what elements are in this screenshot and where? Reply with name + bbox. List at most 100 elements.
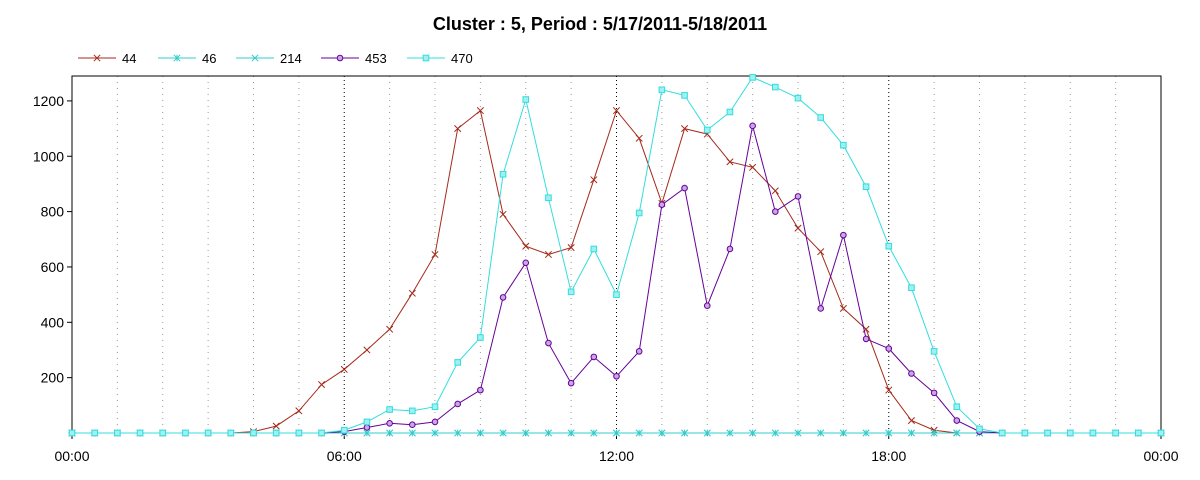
y-tick-label: 600: [41, 259, 65, 275]
data-point: [681, 92, 688, 99]
x-tick-label: 00:00: [1143, 448, 1178, 464]
legend-item-470: 470: [407, 51, 473, 66]
data-point: [862, 429, 870, 437]
data-point: [386, 420, 393, 427]
data-point: [545, 194, 552, 202]
y-tick-label: 200: [41, 370, 65, 386]
y-tick-label: 400: [41, 314, 65, 330]
data-point: [1044, 429, 1051, 437]
data-point: [840, 231, 847, 239]
data-point: [703, 126, 711, 134]
data-point: [567, 288, 575, 296]
data-point: [522, 96, 530, 103]
data-point: [363, 346, 371, 354]
x-tick-label: 06:00: [327, 448, 362, 464]
data-point: [422, 54, 430, 62]
data-point: [567, 379, 575, 387]
data-point: [431, 429, 439, 437]
data-point: [590, 176, 598, 184]
data-point: [885, 429, 893, 437]
data-point: [522, 259, 530, 267]
data-point: [68, 429, 76, 437]
chart-title: Cluster : 5, Period : 5/17/2011-5/18/201…: [433, 14, 767, 34]
data-point: [885, 345, 893, 352]
data-point: [658, 201, 666, 208]
data-point: [499, 210, 507, 218]
data-point: [1157, 429, 1165, 437]
data-point: [590, 429, 598, 437]
data-point: [1089, 429, 1097, 437]
data-point: [431, 403, 439, 411]
data-point: [182, 429, 189, 437]
legend-label: 44: [122, 51, 136, 66]
data-point: [272, 422, 280, 430]
data-point: [817, 429, 825, 437]
data-point: [590, 353, 598, 361]
data-point: [544, 250, 552, 259]
data-point: [930, 429, 938, 437]
y-tick-label: 1200: [33, 93, 64, 109]
data-point: [363, 418, 371, 426]
data-point: [476, 429, 484, 437]
data-point: [953, 403, 961, 411]
data-point: [862, 335, 870, 343]
data-point: [998, 429, 1006, 437]
legend-item-46: 46: [158, 51, 216, 66]
data-point: [499, 170, 507, 178]
data-point: [386, 325, 394, 333]
data-point: [953, 417, 961, 424]
data-point: [771, 187, 779, 195]
data-point: [499, 294, 507, 301]
legend-item-214: 214: [236, 51, 302, 66]
data-point: [454, 400, 461, 408]
data-point: [336, 54, 344, 62]
data-point: [749, 429, 757, 437]
data-point: [227, 429, 235, 437]
x-tick-label: 18:00: [871, 448, 906, 464]
data-point: [794, 193, 802, 200]
data-point: [477, 334, 484, 341]
x-tick-label: 12:00: [599, 448, 634, 464]
data-point: [522, 429, 530, 437]
data-point: [386, 406, 393, 413]
data-point: [386, 429, 394, 437]
data-point: [590, 245, 598, 253]
data-point: [885, 242, 893, 250]
data-point: [703, 429, 711, 437]
legend-label: 46: [202, 51, 216, 66]
data-point: [204, 429, 212, 437]
data-point: [771, 429, 779, 437]
data-point: [930, 348, 938, 355]
data-point: [476, 107, 484, 115]
data-point: [522, 242, 530, 250]
legend-item-44: 44: [78, 51, 136, 66]
data-point: [114, 429, 121, 437]
data-point: [885, 386, 893, 394]
data-point: [635, 348, 643, 355]
data-point: [726, 245, 734, 253]
data-point: [431, 250, 439, 259]
data-point: [953, 429, 961, 437]
data-point: [477, 386, 484, 394]
series-470: [68, 74, 1165, 437]
legend-label: 470: [451, 51, 473, 66]
legend-label: 214: [280, 51, 302, 66]
data-point: [545, 339, 552, 347]
data-point: [772, 208, 779, 215]
data-point: [544, 429, 552, 437]
data-point: [726, 158, 734, 166]
data-point: [613, 291, 620, 298]
data-point: [839, 304, 847, 313]
data-point: [409, 407, 416, 415]
data-point: [295, 429, 303, 437]
y-tick-label: 800: [41, 204, 65, 220]
data-point: [1112, 429, 1119, 437]
data-point: [635, 134, 643, 142]
data-point: [567, 244, 575, 252]
data-point: [93, 54, 101, 62]
data-point: [454, 359, 461, 366]
data-point: [408, 289, 416, 297]
data-point: [681, 125, 689, 133]
data-point: [907, 416, 915, 425]
data-point: [1066, 429, 1074, 437]
